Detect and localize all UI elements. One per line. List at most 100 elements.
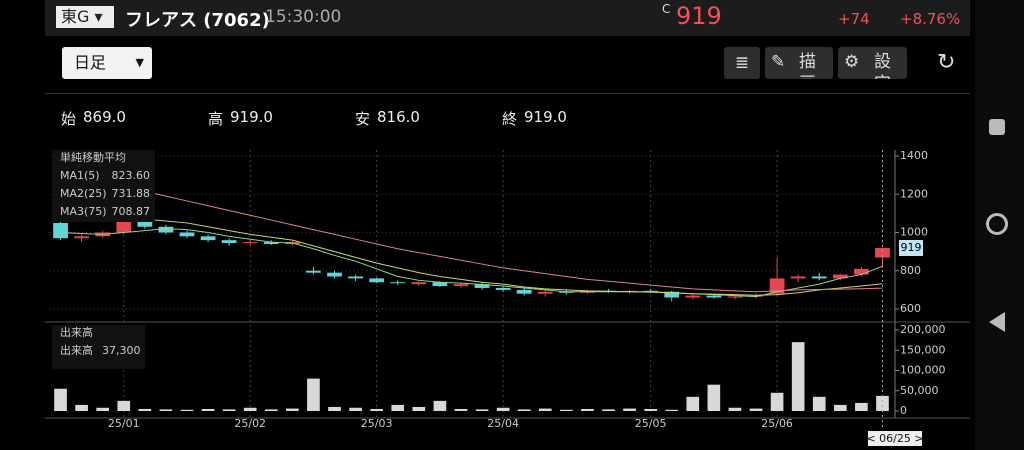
candle-body [369, 278, 385, 283]
refresh-button[interactable]: ↻ [937, 50, 956, 75]
header: 東G ▾ フレアス (7062) 15:30:00 C 919 +74 +8.7… [45, 0, 970, 36]
ma-line [60, 228, 883, 298]
legend-label: 出来高 [60, 343, 93, 357]
candle-body [200, 236, 216, 241]
candle-body [727, 296, 743, 298]
candle-body [137, 221, 153, 227]
volume-bar [75, 404, 88, 411]
candle-body [53, 222, 68, 239]
volume-bar [602, 409, 615, 411]
indicator-button[interactable]: ≣ [724, 47, 760, 79]
summary-value: 919.0 [524, 108, 567, 126]
draw-button[interactable]: ✎描画 [765, 47, 833, 79]
volume-bar [770, 392, 784, 411]
candle-body [242, 242, 258, 244]
volume-bar [54, 388, 67, 411]
volume-bar [180, 409, 194, 411]
y-tick-label: 600 [900, 302, 921, 315]
legend-value: 37,300 [102, 344, 141, 357]
stock-name: フレアス (7062) [125, 10, 270, 31]
candle-body [327, 272, 342, 277]
price: 919 [676, 2, 722, 30]
candle-body [474, 284, 490, 288]
x-tick-label: 25/03 [361, 417, 393, 430]
volume-bar [475, 409, 489, 411]
candle-body [875, 247, 890, 258]
y-tick-label: 150,000 [900, 343, 946, 356]
candle-body [832, 274, 848, 279]
legend-value: 708.87 [112, 205, 151, 218]
volume-bar [96, 407, 110, 411]
legend-title: 単純移動平均 [60, 150, 126, 164]
y-tick-label: 0 [900, 404, 907, 417]
candle-body [179, 232, 195, 237]
volume-bar [517, 409, 531, 411]
legend-value: 731.88 [112, 187, 151, 200]
volume-bar [876, 395, 889, 411]
candle-body [306, 270, 321, 273]
volume-bar [686, 396, 700, 411]
legend-box [52, 150, 155, 222]
y-tick-label: 100,000 [900, 364, 946, 377]
y-tick-label: 200,000 [900, 323, 946, 336]
summary-value: 869.0 [83, 108, 126, 126]
volume-bar [812, 396, 826, 411]
candle-body [664, 291, 680, 298]
cursor-label-bg [868, 431, 922, 446]
candle-body [453, 284, 469, 287]
back-button[interactable] [989, 312, 1005, 332]
cursor-label: < 06/25 > [866, 432, 923, 445]
legend-title: 出来高 [60, 325, 93, 339]
home-button[interactable] [986, 213, 1008, 235]
volume-bar [833, 404, 847, 411]
recents-button[interactable] [989, 119, 1005, 135]
market-select[interactable]: 東G ▾ [56, 6, 114, 28]
volume-bar [264, 409, 278, 411]
x-tick-label: 25/01 [108, 417, 140, 430]
summary-label: 安 [355, 110, 371, 128]
y-tick-label: 800 [900, 264, 921, 277]
summary-label: 始 [61, 110, 77, 128]
nav-bar [975, 0, 1024, 450]
summary-value: 816.0 [377, 108, 420, 126]
volume-bar [201, 408, 215, 411]
time: 15:30:00 [265, 7, 342, 27]
candle-body [390, 282, 406, 284]
volume-bar [791, 342, 805, 411]
candle-body [790, 276, 806, 279]
x-tick-label: 25/04 [487, 417, 519, 430]
divider [45, 93, 970, 94]
volume-bar [243, 407, 257, 411]
volume-bar [349, 407, 362, 411]
candle-body [495, 287, 511, 290]
market: 東G [61, 7, 90, 26]
price-tag: 919 [901, 241, 922, 254]
volume-bar [707, 384, 721, 411]
volume-bar [538, 408, 552, 411]
candle-body [411, 282, 427, 285]
candle-body [74, 236, 89, 239]
legend-box [52, 325, 145, 369]
candle-body [116, 221, 132, 233]
period-select[interactable]: 日足 ▼ [62, 47, 152, 79]
candle-body [348, 276, 363, 279]
y-tick-label: 1000 [900, 226, 928, 239]
legend-name: MA3(75) [60, 205, 107, 218]
x-tick-label: 25/06 [761, 417, 793, 430]
volume-bar [138, 408, 152, 411]
volume-bar [117, 400, 131, 411]
volume-bar [222, 409, 236, 411]
settings-button[interactable]: ⚙設定 [838, 47, 907, 79]
legend-name: MA1(5) [60, 169, 100, 182]
candle-body [706, 295, 722, 298]
candle-body [158, 226, 174, 233]
volume-bar [855, 402, 868, 411]
period: 日足 [74, 53, 107, 72]
summary-label: 高 [208, 110, 224, 128]
candle-body [685, 295, 701, 298]
price-mark: C [662, 2, 671, 16]
x-tick-label: 25/05 [635, 417, 667, 430]
volume-bar [159, 409, 173, 411]
legend-value: 823.60 [112, 169, 151, 182]
